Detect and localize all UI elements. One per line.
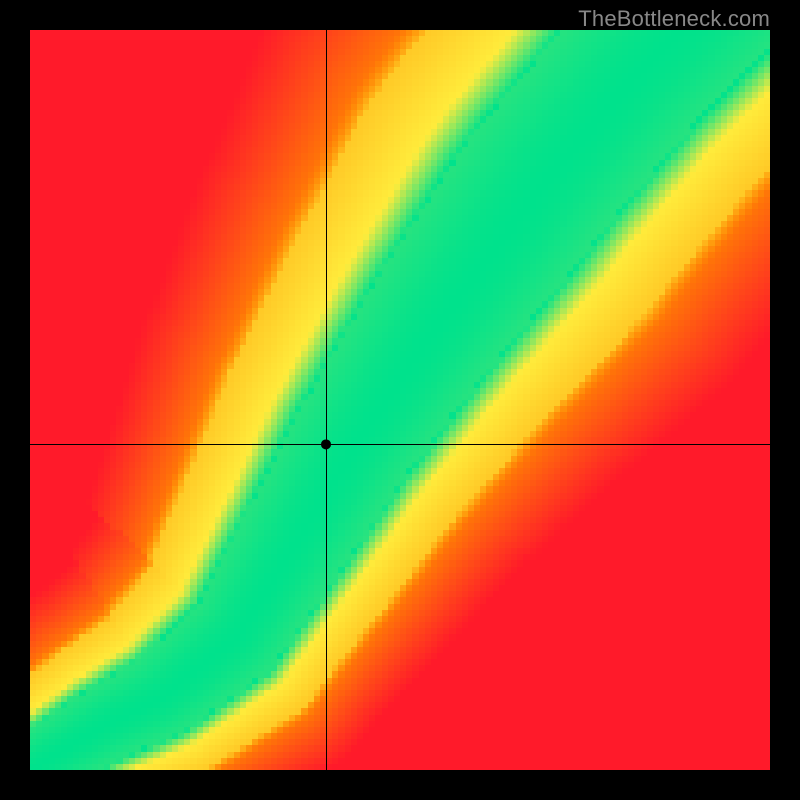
- crosshair-overlay: [0, 0, 800, 800]
- watermark-text: TheBottleneck.com: [578, 6, 770, 32]
